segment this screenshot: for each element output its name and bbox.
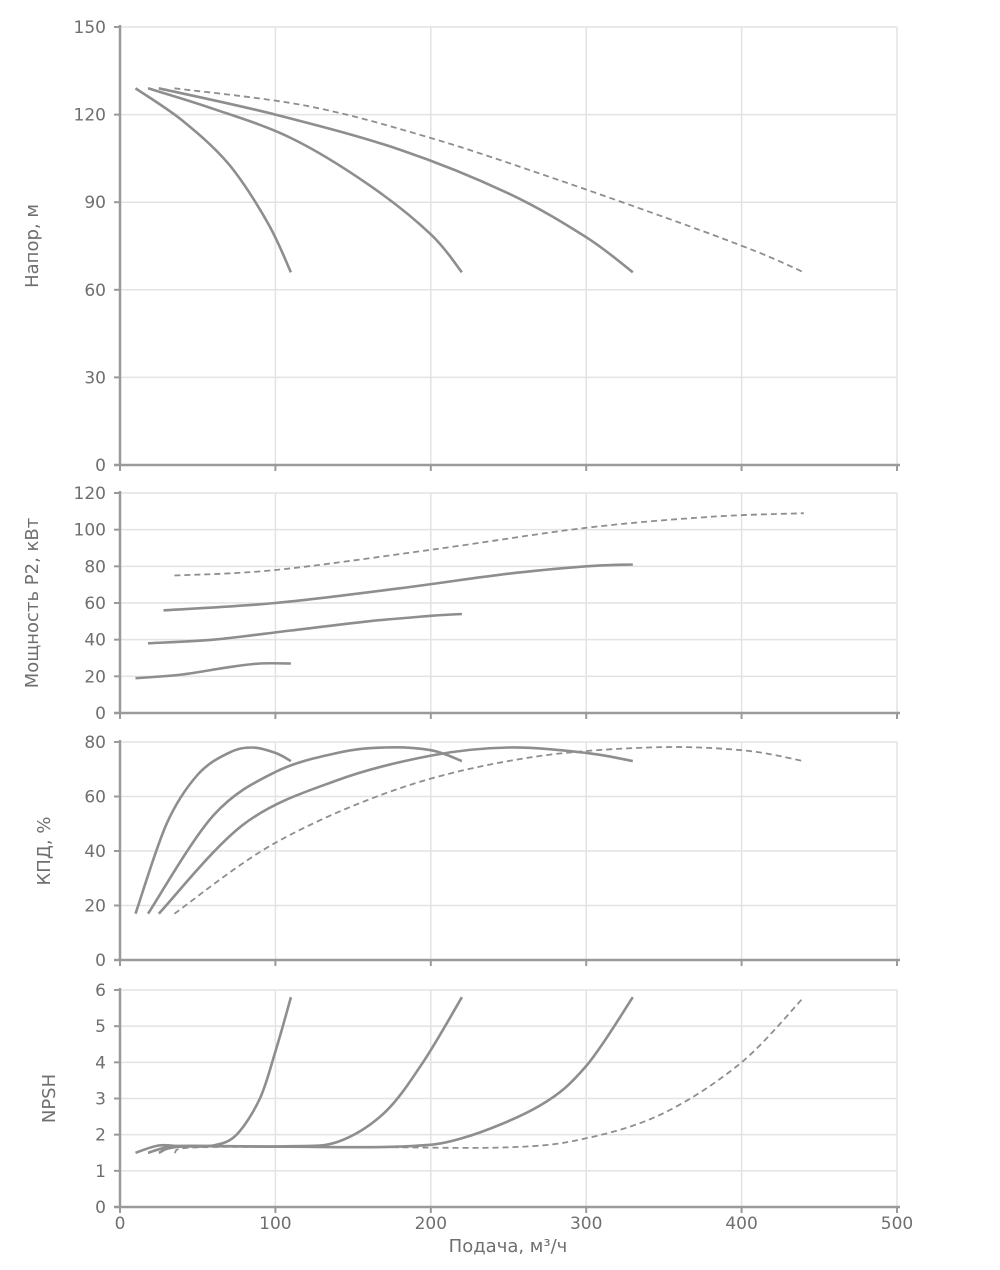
power-ytick-label-60: 60	[84, 594, 106, 614]
x-tick-label-300: 300	[570, 1214, 602, 1234]
efficiency-series-curve-3	[157, 746, 634, 915]
efficiency-ytick-label-40: 40	[84, 842, 106, 862]
head-series-curve-2	[147, 87, 463, 274]
power-y-axis-label: Мощность P2, кВт	[22, 518, 43, 688]
power-series-curve-3	[163, 563, 633, 612]
efficiency-ytick-label-20: 20	[84, 897, 106, 917]
x-tick-label-0: 0	[115, 1214, 126, 1234]
efficiency-ytick-label-60: 60	[84, 788, 106, 808]
npsh-series-curve-2	[147, 996, 464, 1155]
power-series-curve-1	[135, 661, 291, 680]
x-tick-label-100: 100	[259, 1214, 291, 1234]
power-ytick-label-80: 80	[84, 557, 106, 577]
npsh-ytick-label-3: 3	[95, 1090, 106, 1110]
x-tick-label-500: 500	[881, 1214, 913, 1234]
power-ytick-label-40: 40	[84, 631, 106, 651]
x-tick-labels: 0 100 200 300 400 500	[115, 1214, 914, 1234]
head-ytick-label-30: 30	[84, 368, 106, 388]
efficiency-series-curve-4	[173, 746, 804, 915]
head-ytick-label-0: 0	[95, 456, 106, 476]
npsh-ytick-label-6: 6	[95, 981, 106, 1001]
x-tick-label-200: 200	[415, 1214, 447, 1234]
head-ytick-label-150: 150	[74, 18, 106, 38]
npsh-ytick-label-0: 0	[95, 1198, 106, 1218]
efficiency-ytick-label-80: 80	[84, 733, 106, 753]
npsh-ytick-label-4: 4	[95, 1053, 106, 1073]
efficiency-series-curve-1	[134, 746, 292, 915]
head-y-axis-label: Напор, м	[22, 204, 43, 288]
efficiency-ytick-label-0: 0	[95, 951, 106, 971]
npsh-series-curve-1	[135, 996, 293, 1155]
power-ytick-label-120: 120	[74, 484, 106, 504]
power-ytick-label-0: 0	[95, 704, 106, 724]
npsh-series-curve-3	[158, 996, 634, 1155]
x-tick-label-400: 400	[725, 1214, 757, 1234]
efficiency-series-curve-2	[146, 746, 463, 915]
power-series-curve-4	[174, 512, 804, 577]
panel-power: 0 20 40 60 80 100 120 Мощность P2, кВт	[22, 484, 900, 724]
head-series-curve-3	[158, 87, 634, 274]
head-ytick-label-60: 60	[84, 281, 106, 301]
npsh-ytick-label-5: 5	[95, 1017, 106, 1037]
npsh-series-curve-4	[173, 996, 805, 1154]
npsh-y-axis-label: NPSH	[39, 1074, 60, 1123]
head-ytick-label-90: 90	[84, 193, 106, 213]
efficiency-y-axis-label: КПД, %	[34, 817, 55, 886]
panel-efficiency: 0 20 40 60 80 КПД, %	[34, 733, 900, 971]
head-series-curve-4	[174, 87, 805, 274]
power-ytick-label-100: 100	[74, 521, 106, 541]
x-axis-label: Подача, м³/ч	[449, 1236, 568, 1257]
panel-npsh: 0 1 2 3 4 5 6 NPSH	[39, 981, 900, 1218]
panel-head: 0 30 60 90 120 150 Напор, м	[22, 18, 900, 476]
npsh-ytick-label-1: 1	[95, 1162, 106, 1182]
npsh-ytick-label-2: 2	[95, 1126, 106, 1146]
power-ytick-label-20: 20	[84, 667, 106, 687]
head-series-curve-1	[134, 87, 293, 273]
head-ytick-label-120: 120	[74, 106, 106, 126]
power-series-curve-2	[147, 612, 462, 645]
